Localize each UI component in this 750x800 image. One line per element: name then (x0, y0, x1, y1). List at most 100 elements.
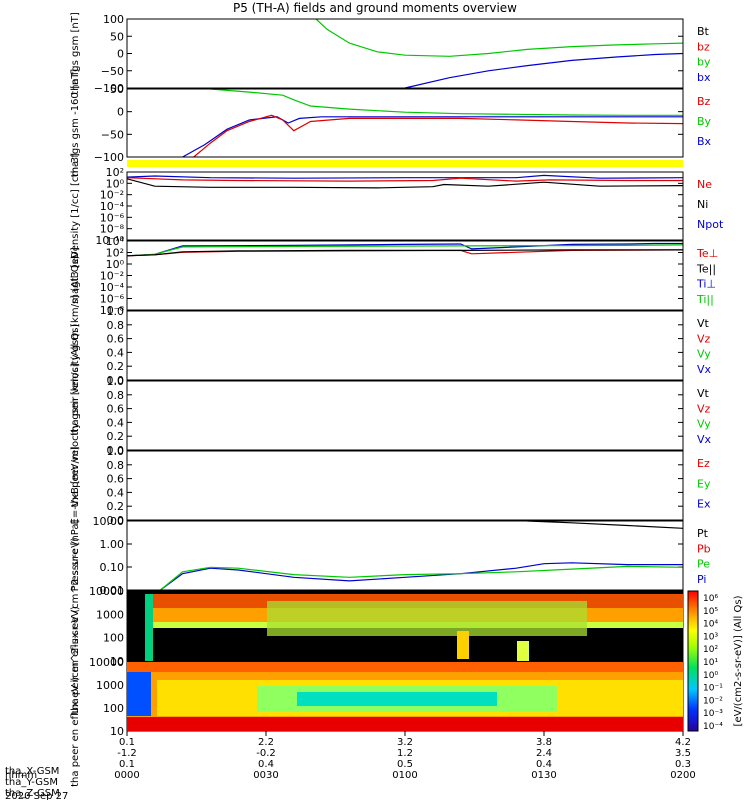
time-axis-value: 0130 (531, 770, 556, 781)
series-By-line (210, 88, 683, 116)
y-tick-label: 10⁻⁸ (100, 223, 125, 236)
legend-Bx: Bx (697, 135, 712, 148)
figure-title: P5 (TH-A) fields and ground moments over… (233, 1, 517, 15)
y-tick-label: 0.01 (100, 584, 125, 597)
spectrogram-layer (127, 591, 683, 731)
panel-frame (126, 450, 684, 521)
legend-Pi: Pi (697, 573, 706, 586)
time-axis-value: 0200 (670, 770, 695, 781)
y-tick-label: −100 (94, 151, 124, 164)
series-Ti-line (126, 242, 683, 257)
panel-8: 10.00 1.00 0.10 0.01 Pressure [nPa] Pt Pb Pe Pi (70, 515, 711, 597)
legend-Npot: Npot (697, 218, 724, 231)
spec-band-bottom (127, 717, 683, 731)
date-label: 2020 Sep 27 (5, 791, 68, 800)
y-axis-label: tha peir en eflux eV (cm^2-s-sr-eV) (70, 537, 81, 714)
y-tick-label: 0.4 (107, 486, 125, 499)
y-tick-label: 0.6 (107, 403, 125, 416)
y-tick-label: 10 (110, 725, 124, 738)
y-tick-label: 10⁻⁶ (100, 293, 125, 306)
orbit-row-x: tha_X-GSM (5, 766, 60, 777)
y-axis-label: tha fgs gsm -160 [nT] (70, 69, 81, 178)
time-axis-value: 0.1 (119, 759, 135, 770)
spec-feature-1 (457, 631, 469, 659)
legend-Ey: Ey (697, 477, 711, 490)
y-tick-label: 1000 (96, 679, 124, 692)
panel-frame (126, 171, 684, 241)
colorbar-tick-label: 10⁰ (703, 671, 718, 681)
y-axis-label: tha fgs gsm [nT] (70, 12, 81, 95)
series-bx-line (404, 52, 684, 89)
legend-Bz: Bz (697, 95, 711, 108)
y-tick-label: 10000 (89, 585, 124, 598)
legend-By: By (697, 115, 712, 128)
legend-Pb: Pb (697, 542, 711, 555)
y-tick-label: 10⁻⁶ (100, 211, 125, 224)
y-tick-label: 100 (103, 13, 124, 26)
y-tick-label: 0.2 (107, 500, 125, 513)
y-tick-label: 10⁴ (106, 235, 125, 248)
colorbar-tick-label: 10³ (703, 632, 718, 642)
legend-bx: bx (697, 71, 711, 84)
y-tick-label: 0.0 (107, 514, 125, 527)
legend-bz: bz (697, 40, 710, 53)
y-axis-label: Density [1/cc] [cm-3] (70, 153, 81, 259)
colorbar-label: [eV/(cm2-s-sr-eV)] (All Qs) (733, 595, 744, 726)
y-tick-label: 10⁰ (106, 177, 125, 190)
y-tick-label: 10⁻¹⁰ (95, 234, 124, 247)
y-tick-label: 0.2 (107, 430, 125, 443)
panel-frame (126, 520, 684, 591)
orbit-row-z: tha_Z-GSM (5, 788, 60, 799)
panel-frame (126, 310, 684, 381)
series-Pi-line (160, 562, 683, 591)
y-tick-label: 10⁻⁴ (100, 281, 125, 294)
y-tick-label: 0.0 (107, 374, 125, 387)
time-axis-value: 0.4 (536, 759, 552, 770)
legend-Vx: Vx (697, 363, 712, 376)
colorbar-tick-label: 10⁻¹ (703, 684, 723, 694)
y-tick-label: 10⁰ (106, 258, 125, 271)
y-tick-label: −50 (101, 65, 124, 78)
legend-Te: Te|| (696, 262, 716, 275)
time-axis-value: 3.2 (397, 737, 413, 748)
y-tick-label: 0.10 (100, 561, 125, 574)
y-tick-label: 10⁻² (100, 189, 124, 202)
y-axis-label: tha peir velocity gsm [km/s] (All Qs) (70, 255, 81, 436)
legend-Vt: Vt (697, 387, 710, 400)
time-axis-value: 4.2 (675, 737, 691, 748)
panel-frame (126, 240, 684, 311)
y-tick-label: 0.8 (107, 319, 125, 332)
y-axis-label: tha peer en eflux eV (cm^2-s-sr-eV) (70, 606, 81, 787)
legend-Ne: Ne (697, 178, 712, 191)
y-tick-label: 0.0 (107, 444, 125, 457)
quality-flag-bar (127, 160, 683, 167)
legend-by: by (697, 56, 711, 69)
legend-Vx: Vx (697, 433, 712, 446)
spec-feature-2 (517, 641, 529, 661)
y-tick-label: 0.2 (107, 360, 125, 373)
colorbar-tick-label: 10⁴ (703, 620, 718, 630)
time-axis-value: 0.1 (119, 737, 135, 748)
legend-Vy: Vy (697, 348, 711, 361)
panel-2: 50 0 −50 −100 tha fgs gsm -160 [nT] Bz By Bx (70, 69, 712, 178)
y-tick-label: 100 (103, 702, 124, 715)
y-tick-label: 10 (110, 655, 124, 668)
y-tick-label: 100 (103, 632, 124, 645)
legend-Vy: Vy (697, 418, 711, 431)
time-axis-value: 0.4 (258, 759, 274, 770)
time-axis-value: 2.4 (536, 748, 552, 759)
y-tick-label: 10² (106, 247, 124, 260)
time-axis-value: 3.5 (675, 748, 691, 759)
y-tick-label: 50 (110, 30, 124, 43)
panel-frame (126, 18, 684, 89)
colorbar-tick-label: 10⁻³ (703, 709, 723, 719)
series-Ne-line (126, 177, 683, 182)
series-by-line (315, 18, 684, 57)
y-tick-label: 10000 (89, 656, 124, 669)
legend-Bt: Bt (697, 25, 710, 38)
legend-Vt: Vt (697, 317, 710, 330)
